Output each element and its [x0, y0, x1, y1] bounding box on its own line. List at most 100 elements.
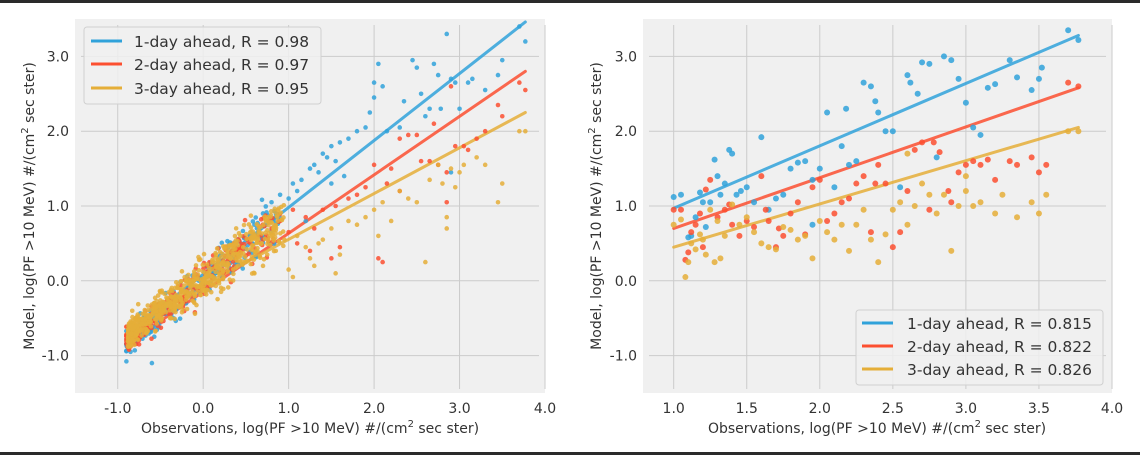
scatter-point: [677, 206, 684, 213]
scatter-point: [354, 128, 360, 134]
legend-label-1-day: 1-day ahead, R = 0.815: [907, 315, 1092, 333]
scatter-point: [751, 199, 758, 206]
scatter-point: [181, 290, 187, 296]
scatter-point: [210, 282, 216, 288]
scatter-point: [265, 241, 270, 247]
x-tick-label: 3.0: [448, 401, 470, 417]
scatter-point: [702, 223, 709, 230]
scatter-point: [688, 229, 695, 236]
scatter-point: [232, 233, 238, 239]
scatter-point: [253, 215, 259, 220]
scatter-point: [253, 249, 259, 254]
scatter-point: [243, 231, 249, 237]
scatter-point: [875, 161, 882, 168]
scatter-point: [164, 296, 170, 302]
x-tick-label: 1.5: [736, 401, 758, 417]
scatter-point: [1065, 128, 1072, 135]
scatter-point: [517, 24, 522, 29]
scatter-point: [435, 162, 441, 168]
scatter-point: [346, 136, 351, 141]
scatter-point: [772, 195, 779, 202]
scatter-point: [220, 269, 226, 274]
scatter-point: [256, 224, 262, 230]
legend-label-1-day: 1-day ahead, R = 0.98: [134, 33, 309, 51]
scatter-point: [155, 293, 161, 298]
scatter-point: [882, 128, 889, 135]
scatter-point: [149, 360, 155, 366]
scatter-point: [132, 324, 137, 330]
scatter-point: [418, 91, 424, 97]
scatter-point: [233, 265, 239, 270]
y-tick-labels-right: -1.0 0.0 1.0 2.0 3.0: [610, 49, 637, 364]
scatter-point: [729, 150, 736, 157]
scatter-point: [816, 176, 823, 183]
scatter-point: [940, 191, 947, 198]
scatter-point: [1014, 74, 1021, 81]
scatter-point: [380, 199, 385, 205]
legend-label-3-day: 3-day ahead, R = 0.95: [134, 80, 309, 98]
scatter-point: [751, 223, 758, 230]
scatter-point: [1035, 210, 1042, 217]
scatter-point: [940, 53, 947, 60]
scatter-point: [241, 222, 247, 228]
scatter-point: [182, 274, 187, 280]
scatter-point: [736, 232, 743, 239]
scatter-point: [250, 243, 256, 248]
scatter-point: [254, 240, 259, 246]
scatter-point: [214, 246, 220, 251]
scatter-point: [263, 230, 268, 236]
legend-label-2-day: 2-day ahead, R = 0.822: [907, 338, 1092, 356]
scatter-point: [346, 196, 351, 201]
scatter-point: [431, 61, 437, 67]
scatter-point: [889, 206, 896, 213]
legend-right: 1-day ahead, R = 0.815 2-day ahead, R = …: [855, 309, 1104, 386]
scatter-point: [955, 169, 962, 176]
scatter-point: [401, 98, 407, 104]
scatter-point: [172, 302, 177, 308]
scatter-point: [311, 263, 317, 269]
scatter-point: [977, 131, 984, 138]
scatter-point: [341, 173, 347, 179]
scatter-point: [130, 314, 135, 320]
scatter-point: [166, 302, 171, 307]
scatter-point: [142, 307, 148, 313]
scatter-point: [696, 231, 703, 238]
scatter-point: [977, 199, 984, 206]
y-tick-label: -1.0: [42, 349, 69, 365]
scatter-point: [198, 292, 204, 298]
scatter-point: [427, 106, 432, 112]
scatter-point: [692, 214, 699, 221]
scatter-point: [205, 288, 211, 293]
scatter-point: [172, 306, 178, 312]
x-tick-labels-right: 1.0 1.5 2.0 2.5 3.0 3.5 4.0: [663, 401, 1124, 417]
x-tick-label: 2.5: [882, 401, 904, 417]
scatter-point: [195, 289, 200, 294]
scatter-point: [794, 236, 801, 243]
scatter-point: [226, 261, 231, 267]
x-tick-label: -1.0: [104, 401, 131, 417]
scatter-point: [495, 102, 501, 108]
scatter-point: [237, 254, 243, 260]
scatter-point: [290, 274, 296, 280]
scatter-point: [397, 125, 403, 130]
scatter-point: [721, 180, 728, 187]
scatter-point: [150, 310, 156, 316]
scatter-point: [159, 288, 165, 294]
scatter-point: [838, 221, 845, 228]
scatter-point: [261, 256, 267, 262]
scatter-point: [444, 199, 450, 205]
scatter-point: [729, 201, 736, 208]
scatter-point: [699, 244, 706, 251]
scatter-point: [139, 321, 145, 327]
scatter-point: [179, 278, 184, 284]
scatter-point: [984, 156, 991, 163]
scatter-point: [721, 232, 728, 239]
scatter-point: [711, 156, 718, 163]
scatter-point: [216, 280, 222, 286]
scatter-point: [303, 244, 309, 250]
scatter-point: [124, 359, 129, 364]
frame-bottom-border: [0, 452, 1140, 455]
scatter-point: [249, 247, 255, 253]
scatter-point: [787, 165, 794, 172]
scatter-point: [154, 304, 159, 310]
